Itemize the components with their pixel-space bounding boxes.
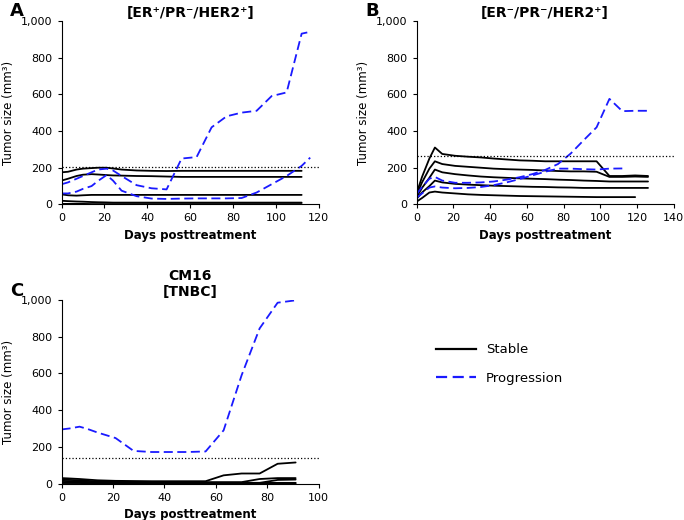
X-axis label: Days posttreatment: Days posttreatment xyxy=(124,229,256,242)
Text: B: B xyxy=(365,3,379,20)
Legend: Stable, Progression: Stable, Progression xyxy=(436,343,564,385)
Title: CM07
[ER⁺/PR⁻/HER2⁺]: CM07 [ER⁺/PR⁻/HER2⁺] xyxy=(127,0,254,20)
Title: CM16
[TNBC]: CM16 [TNBC] xyxy=(163,269,218,299)
Text: A: A xyxy=(10,3,24,20)
Y-axis label: Tumor size (mm³): Tumor size (mm³) xyxy=(3,60,16,165)
X-axis label: Days posttreatment: Days posttreatment xyxy=(479,229,611,242)
Y-axis label: Tumor size (mm³): Tumor size (mm³) xyxy=(3,340,16,444)
Title: CM14
[ER⁻/PR⁻/HER2⁺]: CM14 [ER⁻/PR⁻/HER2⁺] xyxy=(481,0,609,20)
Y-axis label: Tumor size (mm³): Tumor size (mm³) xyxy=(358,60,371,165)
Text: C: C xyxy=(10,282,23,300)
X-axis label: Days posttreatment: Days posttreatment xyxy=(124,508,256,520)
